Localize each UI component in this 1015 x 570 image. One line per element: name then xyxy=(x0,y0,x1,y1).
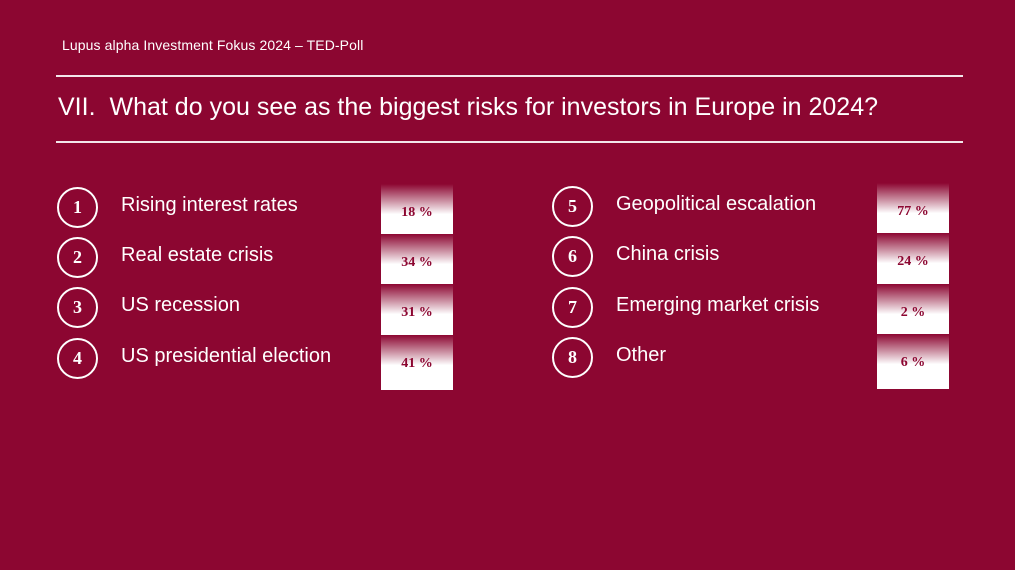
number-badge: 2 xyxy=(57,237,98,278)
answer-percentage: 41 % xyxy=(381,335,453,390)
answer-label: Emerging market crisis xyxy=(616,294,820,316)
answer-label: Geopolitical escalation xyxy=(616,193,817,215)
answer-label: Real estate crisis xyxy=(121,244,274,266)
number-badge: 7 xyxy=(552,287,593,328)
answer-percentage: 6 % xyxy=(877,334,949,389)
number-badge: 1 xyxy=(57,187,98,228)
answer-item-8: 8 Other 6 % xyxy=(552,334,952,389)
answer-percentage: 77 % xyxy=(877,183,949,238)
number-badge: 8 xyxy=(552,337,593,378)
top-divider xyxy=(56,75,963,77)
answer-item-3: 3 US recession 31 % xyxy=(57,284,457,339)
header-subtitle: Lupus alpha Investment Fokus 2024 – TED-… xyxy=(62,37,364,53)
answer-label: US recession xyxy=(121,294,240,316)
number-badge: 3 xyxy=(57,287,98,328)
number-badge: 5 xyxy=(552,186,593,227)
answer-percentage: 31 % xyxy=(381,284,453,339)
answer-item-6: 6 China crisis 24 % xyxy=(552,233,952,288)
answer-percentage: 24 % xyxy=(877,233,949,288)
answer-percentage: 2 % xyxy=(877,284,949,339)
answer-item-2: 2 Real estate crisis 34 % xyxy=(57,234,457,289)
answer-percentage: 18 % xyxy=(381,184,453,239)
question-number: VII. xyxy=(58,93,96,121)
answer-label: US presidential election xyxy=(121,345,332,367)
bottom-divider xyxy=(56,141,963,143)
answer-percentage: 34 % xyxy=(381,234,453,289)
question-heading: VII. What do you see as the biggest risk… xyxy=(58,93,878,122)
answer-item-1: 1 Rising interest rates 18 % xyxy=(57,184,457,239)
answer-item-5: 5 Geopolitical escalation 77 % xyxy=(552,183,952,238)
number-badge: 6 xyxy=(552,236,593,277)
answer-item-4: 4 US presidential election 41 % xyxy=(57,335,457,390)
number-badge: 4 xyxy=(57,338,98,379)
answer-label: China crisis xyxy=(616,243,720,265)
question-text: What do you see as the biggest risks for… xyxy=(109,93,878,121)
answer-label: Rising interest rates xyxy=(121,194,298,216)
answer-item-7: 7 Emerging market crisis 2 % xyxy=(552,284,952,339)
answer-label: Other xyxy=(616,344,667,366)
